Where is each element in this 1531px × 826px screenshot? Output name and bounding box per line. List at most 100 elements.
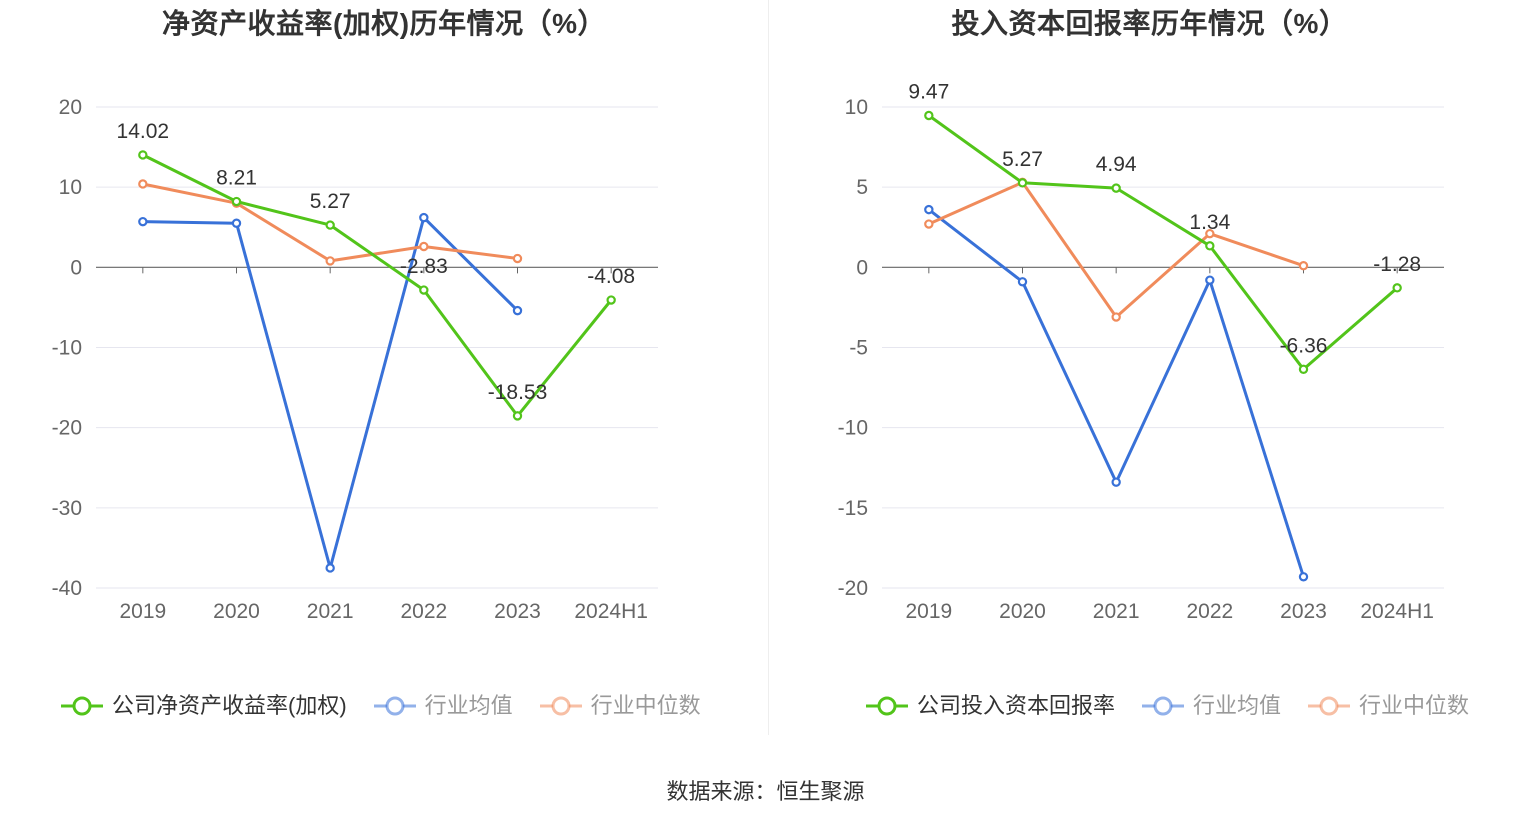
legend-marker-icon: [539, 696, 582, 716]
legend-item-industry-median[interactable]: 行业中位数: [539, 691, 701, 721]
data-point[interactable]: [419, 212, 429, 223]
data-point[interactable]: [1205, 228, 1215, 239]
data-point[interactable]: [325, 220, 335, 230]
legend-marker-icon: [1142, 696, 1185, 716]
data-point[interactable]: [1205, 241, 1215, 251]
data-point[interactable]: [1392, 283, 1402, 293]
y-tick-label: -15: [838, 497, 868, 520]
legend-label: 公司投入资本回报率: [917, 693, 1116, 718]
data-label: -1.28: [1373, 253, 1421, 276]
legend-marker-icon: [866, 696, 908, 716]
data-point[interactable]: [1298, 364, 1309, 375]
data-point[interactable]: [1111, 312, 1121, 322]
data-label: -18.53: [488, 381, 548, 404]
x-tick-label: 2021: [1093, 600, 1140, 623]
series-company: 9.47 5.27 4.94 1.34 -6.36 -1.28: [908, 80, 1421, 375]
x-tick-label: 2023: [1280, 600, 1327, 623]
data-label: 4.94: [1096, 153, 1137, 176]
legend-label: 行业中位数: [1359, 693, 1470, 718]
data-point[interactable]: [512, 253, 523, 264]
x-tick-label: 2022: [1186, 600, 1233, 623]
data-point[interactable]: [419, 241, 429, 252]
data-label: 1.34: [1189, 211, 1230, 234]
legend-item-industry-average[interactable]: 行业均值: [373, 691, 513, 721]
legend-label: 公司净资产收益率(加权): [112, 693, 347, 718]
series-industry-average: [138, 212, 523, 573]
roic-chart-legend: 公司投入资本回报率 行业均值 行业中位数: [865, 688, 1495, 724]
roic-line-chart: 10 5 0 -5 -10 -15 -20 2019 2020 2021 2022 2023 2024H…: [838, 80, 1444, 623]
legend-label: 行业均值: [1193, 693, 1282, 718]
data-label: 5.27: [310, 190, 351, 213]
roic-chart-title: 投入资本回报率历年情况（%）: [951, 8, 1348, 39]
y-tick-label: 20: [59, 96, 82, 119]
y-tick-label: 0: [856, 256, 868, 279]
legend-item-company[interactable]: 公司投入资本回报率: [865, 691, 1115, 721]
data-point[interactable]: [138, 179, 148, 189]
legend-marker-icon: [1308, 696, 1351, 716]
data-point[interactable]: [924, 204, 934, 215]
panel-divider: [768, 0, 769, 735]
series-company: 14.02 8.21 5.27 -2.83 -18.53 -4.08: [117, 120, 635, 421]
x-tick-label: 2024H1: [574, 600, 648, 623]
x-tick-label: 2024H1: [1360, 600, 1434, 623]
legend-label: 行业中位数: [590, 693, 701, 718]
data-point[interactable]: [512, 305, 523, 316]
data-point[interactable]: [1017, 178, 1028, 188]
x-tick-label: 2021: [307, 600, 354, 623]
data-point[interactable]: [231, 196, 242, 207]
series-line: [927, 208, 1305, 578]
legend-item-industry-median[interactable]: 行业中位数: [1307, 691, 1469, 721]
data-point[interactable]: [1111, 477, 1121, 487]
data-point[interactable]: [1111, 183, 1121, 193]
series-line: [142, 153, 613, 418]
series-industry-average: [924, 204, 1309, 582]
data-label: 5.27: [1002, 148, 1043, 171]
y-tick-label: -10: [52, 337, 82, 360]
legend-marker-icon: [373, 696, 416, 716]
data-point[interactable]: [512, 411, 523, 421]
data-point[interactable]: [1298, 572, 1309, 582]
y-tick-label: -10: [838, 417, 868, 440]
y-tick-label: 5: [856, 176, 868, 199]
legend-item-company[interactable]: 公司净资产收益率(加权): [60, 691, 347, 721]
legend-label: 行业均值: [424, 693, 513, 718]
data-point[interactable]: [138, 150, 148, 160]
data-label: -2.83: [400, 255, 448, 278]
y-tick-label: -40: [52, 577, 82, 600]
data-point[interactable]: [325, 563, 335, 573]
data-point[interactable]: [606, 295, 616, 305]
y-tick-label: -5: [849, 337, 868, 360]
roe-chart-legend: 公司净资产收益率(加权) 行业均值 行业中位数: [60, 688, 727, 724]
grid-lines: [96, 106, 658, 589]
x-tick-label: 2020: [999, 600, 1046, 623]
x-tick-label: 2020: [213, 600, 260, 623]
x-tick-label: 2023: [494, 600, 541, 623]
data-point[interactable]: [138, 216, 148, 227]
series-line: [927, 114, 1399, 371]
legend-item-industry-average[interactable]: 行业均值: [1141, 691, 1281, 721]
data-point[interactable]: [924, 110, 934, 121]
legend-marker-icon: [61, 696, 103, 716]
roe-chart-title: 净资产收益率(加权)历年情况（%）: [161, 8, 607, 39]
y-tick-label: -20: [52, 417, 82, 440]
x-tick-label: 2019: [119, 600, 166, 623]
data-point[interactable]: [231, 218, 242, 228]
data-point[interactable]: [924, 219, 934, 229]
y-tick-label: 10: [59, 176, 82, 199]
y-tick-label: 10: [845, 96, 868, 119]
roe-chart-panel: 净资产收益率(加权)历年情况（%） 20 10 0 -10 -20 -30 -40 2019 2…: [52, 8, 727, 724]
roe-line-chart: 20 10 0 -10 -20 -30 -40 2019 2020 2021 2022 2023 202…: [52, 96, 658, 623]
y-tick-label: -20: [838, 577, 868, 600]
data-label: -6.36: [1280, 334, 1328, 357]
roic-chart-panel: 投入资本回报率历年情况（%） 10 5 0 -5 -10 -15 -20 2019 2020 20…: [768, 0, 1531, 826]
y-tick-label: -30: [52, 497, 82, 520]
data-point[interactable]: [1205, 275, 1215, 285]
data-point[interactable]: [325, 256, 335, 266]
y-tick-label: 0: [70, 256, 82, 279]
data-point[interactable]: [1298, 261, 1309, 271]
data-label: 8.21: [216, 167, 257, 190]
data-point[interactable]: [1017, 277, 1028, 287]
x-tick-label: 2022: [400, 600, 447, 623]
data-source-note: 数据来源：恒生聚源: [666, 779, 865, 804]
data-point[interactable]: [419, 285, 429, 295]
